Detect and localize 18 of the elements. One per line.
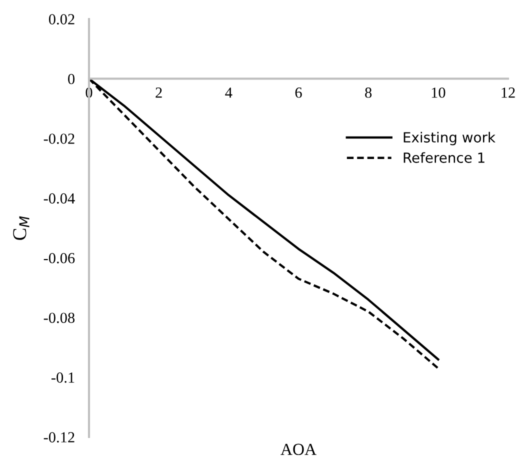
y-tick-label: 0	[68, 74, 75, 84]
x-tick-label: 10	[432, 87, 446, 98]
x-tick-label: 6	[295, 88, 302, 98]
y-tick-label: -0.02	[44, 134, 74, 144]
x-tick-label: 2	[156, 88, 162, 98]
x-tick-label: 12	[502, 88, 515, 98]
x-tick-label: 4	[225, 88, 232, 98]
y-axis-title: C$_{M}$	[13, 216, 30, 240]
y-tick-label: -0.04	[44, 193, 75, 204]
y-tick-label: -0.12	[44, 432, 74, 443]
y-tick-label: -0.06	[44, 253, 75, 264]
legend-label: Existing work	[404, 132, 496, 146]
x-axis-title: AOA	[280, 444, 316, 455]
y-tick-label: 0.02	[48, 14, 74, 25]
x-tick-label: 8	[365, 87, 372, 98]
legend-label: Reference 1	[404, 152, 484, 163]
y-tick-label: -0.1	[51, 372, 74, 383]
y-tick-label: -0.08	[44, 312, 75, 324]
